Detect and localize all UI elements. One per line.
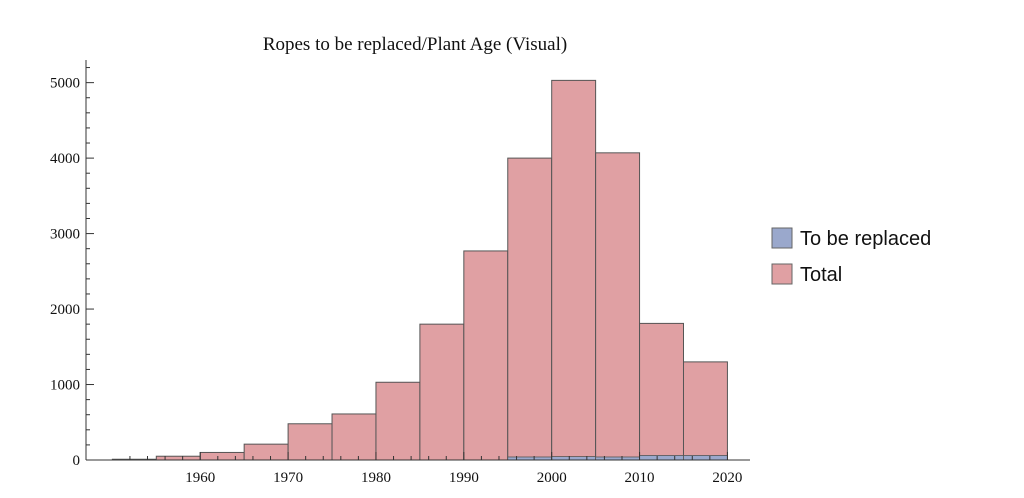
chart-title: Ropes to be replaced/Plant Age (Visual)	[263, 34, 567, 55]
total-bars	[111, 79, 728, 461]
x-tick-label: 1970	[273, 470, 303, 486]
y-tick-label: 2000	[50, 302, 80, 318]
x-tick-label: 1980	[361, 470, 391, 486]
x-tick-label: 2020	[712, 470, 742, 486]
y-tick-label: 1000	[50, 378, 80, 394]
legend-swatch	[771, 263, 793, 285]
total-bar-1985	[419, 323, 465, 461]
to-be-replaced-bar-2015	[683, 455, 728, 461]
to-be-replaced-bar-2010	[639, 455, 684, 461]
total-bar-2015	[682, 361, 728, 461]
axes: 0 1000 2000 3000 4000 5000 1960 1970 1980 1990 200…	[50, 60, 750, 486]
to-be-replaced-bar-2000	[551, 456, 597, 461]
x-tick-label: 1960	[185, 470, 215, 486]
legend: To be replaced Total	[771, 227, 931, 286]
x-tick-label: 2000	[537, 470, 567, 486]
legend-swatch	[771, 227, 793, 249]
y-tick-label: 0	[73, 453, 81, 469]
total-bar-1975	[331, 413, 377, 461]
total-bar-1995	[507, 157, 553, 461]
total-bar-2005	[595, 152, 641, 461]
total-bar-1970	[287, 423, 333, 461]
total-bar-1955	[155, 455, 201, 461]
x-tick-label: 2010	[625, 470, 655, 486]
total-bar-2000	[551, 79, 597, 461]
y-tick-label: 5000	[50, 76, 80, 92]
total-bar-1960	[199, 451, 245, 461]
total-bar-1990	[463, 250, 509, 461]
total-bar-1965	[243, 443, 289, 461]
y-tick-label: 3000	[50, 227, 80, 243]
legend-label: Total	[800, 264, 842, 286]
legend-label: To be replaced	[800, 228, 931, 250]
total-bar-1980	[375, 381, 421, 461]
total-bar-2010	[639, 322, 684, 461]
y-tick-label: 4000	[50, 151, 80, 167]
x-tick-label: 1990	[449, 470, 479, 486]
